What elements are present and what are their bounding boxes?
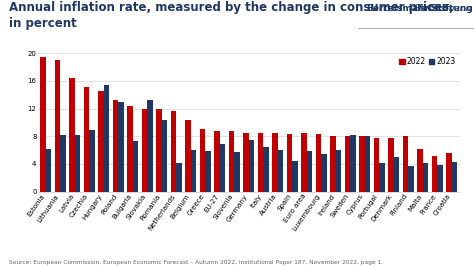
Bar — [345, 135, 350, 192]
Bar — [104, 85, 109, 192]
Bar — [278, 150, 283, 192]
Text: Annual inflation rate, measured by the change in consumer prices,
in percent: Annual inflation rate, measured by the c… — [9, 1, 454, 30]
Bar — [438, 165, 443, 192]
Bar — [40, 57, 46, 192]
Bar — [365, 136, 370, 192]
Bar — [258, 134, 263, 192]
Bar — [447, 153, 452, 192]
Bar — [243, 133, 249, 192]
Bar — [417, 149, 423, 192]
Bar — [113, 100, 118, 192]
Bar — [156, 109, 162, 192]
Bar — [301, 134, 307, 192]
Bar — [307, 151, 312, 192]
Bar — [99, 91, 104, 192]
Bar — [249, 140, 255, 192]
Bar — [69, 78, 75, 192]
Bar — [388, 138, 394, 192]
Bar — [403, 136, 408, 192]
Bar — [90, 130, 95, 192]
Bar — [133, 141, 138, 192]
Bar — [359, 135, 365, 192]
Bar — [374, 138, 379, 192]
Bar — [316, 134, 321, 192]
Bar — [350, 135, 356, 192]
Bar — [200, 129, 205, 192]
Bar — [235, 152, 240, 192]
Bar — [330, 135, 336, 192]
Bar — [75, 135, 81, 192]
Bar — [452, 162, 457, 192]
Bar — [423, 163, 428, 192]
Bar — [128, 106, 133, 192]
Bar — [46, 149, 51, 192]
Bar — [273, 133, 278, 192]
Bar — [409, 166, 414, 192]
Bar — [264, 147, 269, 192]
Bar — [61, 135, 66, 192]
Legend: 2022, 2023: 2022, 2023 — [399, 57, 456, 66]
Bar — [214, 131, 220, 192]
Bar — [147, 99, 153, 192]
Text: Source: European Commission, European Economic Forecast – Autumn 2022, Instituti: Source: European Commission, European Ec… — [9, 260, 383, 265]
Bar — [84, 87, 89, 192]
Bar — [292, 161, 298, 192]
Bar — [142, 109, 147, 192]
Bar — [55, 60, 60, 192]
Bar — [432, 156, 437, 192]
Bar — [321, 154, 327, 192]
Bar — [191, 150, 196, 192]
Bar — [171, 111, 176, 192]
Bar — [205, 151, 211, 192]
Bar — [185, 120, 191, 192]
Bar — [162, 120, 167, 192]
Bar — [176, 163, 182, 192]
Bar — [220, 144, 225, 192]
Bar — [394, 157, 399, 192]
Bar — [287, 134, 292, 192]
Bar — [379, 163, 385, 192]
Text: Bertelsmann: Bertelsmann — [415, 4, 473, 13]
Bar — [118, 102, 124, 192]
Text: BertelsmannStiftung: BertelsmannStiftung — [366, 4, 473, 13]
Bar — [336, 150, 341, 192]
Bar — [229, 131, 234, 192]
